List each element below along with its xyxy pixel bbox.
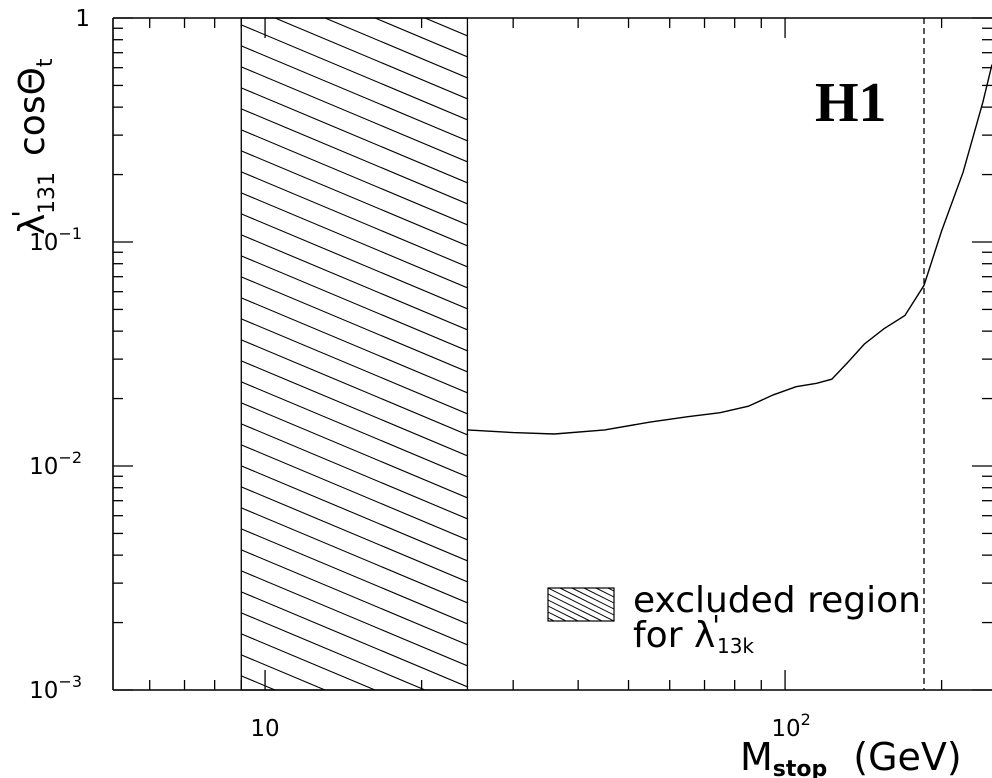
- y-tick-label: 10−2: [29, 448, 82, 480]
- hatch-line: [241, 528, 468, 625]
- legend-label-line2: for λ' 13k: [633, 609, 754, 658]
- legend-hatch-line: [571, 588, 614, 610]
- hatch-line: [373, 18, 468, 58]
- x-tick-labels: 10 102: [250, 710, 810, 742]
- hatch-line: [241, 171, 468, 268]
- legend-hatch-line: [548, 611, 567, 621]
- hatch-line: [241, 402, 468, 499]
- legend-hatch-line: [559, 588, 614, 616]
- excluded-region-band: [240, 0, 469, 691]
- y-tick-label: 10−3: [29, 672, 82, 704]
- y-tick-labels: 1 10−1 10−2 10−3: [29, 6, 90, 704]
- x-tick-label: 10: [250, 716, 279, 742]
- legend-hatch-line: [548, 605, 579, 621]
- x-axis-label: Mstop (GeV): [740, 735, 962, 778]
- legend-hatch-line: [595, 588, 614, 598]
- legend: excluded region for λ' 13k: [547, 580, 921, 658]
- hatch-line: [241, 612, 427, 690]
- hatch-line: [241, 465, 468, 562]
- hatch-line: [241, 255, 468, 352]
- y-tick-label: 10−1: [29, 224, 82, 256]
- legend-hatch-line: [583, 588, 614, 604]
- exclusion-limit-curve: [467, 64, 992, 435]
- hatch-line: [241, 654, 327, 690]
- hatch-line: [241, 507, 468, 604]
- hatch-line: [241, 45, 468, 142]
- x-tick-label: 102: [771, 710, 810, 742]
- hatch-line: [241, 0, 467, 15]
- hatch-line: [241, 129, 468, 226]
- hatch-line: [241, 360, 468, 457]
- hatch-line: [423, 18, 468, 37]
- legend-hatch-line: [548, 599, 591, 621]
- experiment-title: H1: [815, 72, 887, 134]
- y-tick-label: 1: [75, 6, 90, 32]
- axis-ticks: [113, 17, 992, 691]
- legend-hatch-swatch: [547, 587, 615, 622]
- hatch-line: [241, 423, 468, 520]
- hatch-line: [273, 18, 468, 100]
- hatch-line: [241, 108, 468, 205]
- legend-hatch-line: [548, 617, 555, 621]
- hatch-line: [241, 339, 468, 436]
- hatch-line: [241, 570, 468, 667]
- hatch-line: [323, 18, 468, 79]
- hatch-line: [241, 444, 468, 541]
- hatch-line: [241, 381, 468, 478]
- hatch-line: [241, 297, 468, 394]
- hatch-line: [241, 549, 468, 646]
- legend-hatch-line: [548, 593, 603, 621]
- hatch-line: [241, 192, 468, 289]
- hatch-line: [241, 87, 468, 184]
- hatch-line: [241, 591, 468, 688]
- legend-label-line1: excluded region: [633, 580, 921, 621]
- y-axis-label: λ'131cosΘt: [6, 58, 60, 235]
- hatch-line: [241, 150, 468, 247]
- hatch-line: [241, 213, 468, 310]
- hatch-line: [241, 24, 468, 121]
- hatch-line: [241, 234, 468, 331]
- hatch-line: [241, 486, 468, 583]
- legend-hatch-line: [548, 588, 614, 621]
- hatch-line: [241, 276, 468, 373]
- hatch-line: [241, 66, 468, 163]
- hatch-line: [241, 318, 468, 415]
- hatch-line: [241, 633, 377, 690]
